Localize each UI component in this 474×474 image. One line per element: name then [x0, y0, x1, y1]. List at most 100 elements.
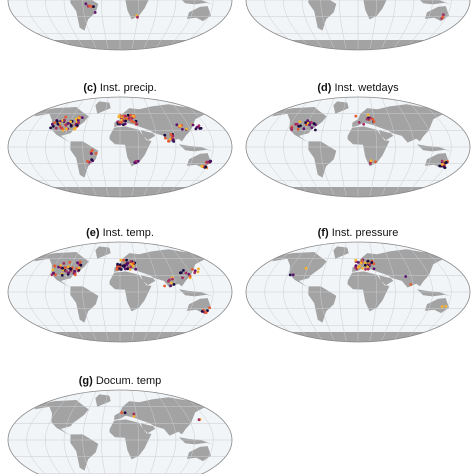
station-dot [93, 11, 97, 14]
station-dot [90, 152, 93, 155]
station-dot [73, 273, 77, 277]
station-dot [130, 119, 134, 123]
land [417, 144, 451, 152]
station-dot [63, 266, 67, 269]
land [186, 153, 211, 169]
station-dot [197, 418, 201, 422]
world-map [7, 241, 233, 343]
land [417, 289, 451, 297]
station-dot [126, 261, 130, 265]
station-dot [442, 13, 445, 16]
station-dot [77, 116, 81, 120]
station-dot [296, 128, 300, 131]
station-dot [75, 267, 78, 270]
station-dot [77, 266, 81, 270]
station-dot [124, 119, 127, 123]
station-dot [134, 267, 138, 271]
station-dot [306, 119, 310, 123]
station-dot [119, 258, 123, 262]
station-dot [119, 268, 123, 271]
station-dot [115, 268, 119, 271]
station-dot [314, 128, 317, 132]
station-dot [372, 262, 376, 266]
station-dot [133, 161, 136, 164]
station-dot [182, 269, 185, 272]
station-dot [81, 116, 84, 119]
land [308, 286, 337, 323]
panel-letter: (g) [79, 375, 93, 387]
station-dot [371, 117, 375, 121]
station-dot [49, 126, 52, 130]
station-dot [64, 115, 68, 119]
panel-letter: (d) [317, 82, 331, 94]
station-dot [53, 121, 56, 124]
land [179, 437, 213, 445]
station-dot [122, 258, 125, 262]
station-dot [197, 267, 200, 271]
station-dot [188, 274, 192, 278]
station-dot [366, 267, 370, 271]
land [272, 107, 327, 143]
station-dot [68, 260, 72, 264]
land [179, 144, 213, 152]
station-dot [440, 162, 444, 166]
station-dot [357, 121, 361, 124]
station-dot [64, 123, 68, 127]
station-dot [128, 268, 132, 271]
station-dot [291, 273, 295, 277]
station-dot [131, 261, 135, 265]
station-dot [123, 411, 127, 415]
station-dot [73, 127, 77, 130]
station-dot [354, 114, 358, 118]
station-dot [117, 114, 121, 117]
map-border [7, 241, 233, 343]
world-map [245, 241, 471, 343]
station-dot [304, 266, 308, 270]
station-dot [178, 124, 182, 128]
land [308, 0, 337, 31]
station-dot [356, 266, 360, 269]
station-dot [61, 266, 64, 270]
land [378, 130, 394, 141]
station-dot [306, 121, 310, 125]
station-dot [200, 310, 204, 313]
station-dot [169, 284, 173, 288]
station-dot [54, 126, 58, 130]
panel-letter: (c) [83, 82, 97, 94]
station-dot [294, 122, 298, 126]
station-dot [67, 271, 70, 275]
station-dot [440, 305, 444, 308]
panel-title: (f) Inst. pressure [318, 227, 399, 239]
panel-title: (g) Docum. temp [79, 375, 162, 387]
station-dot [64, 269, 68, 273]
station-dot [61, 127, 64, 131]
land [70, 0, 99, 31]
land [378, 275, 394, 286]
station-dot [445, 161, 448, 164]
station-dot [204, 165, 208, 169]
station-dot [126, 267, 129, 271]
station-dot [78, 260, 82, 264]
station-dot [359, 261, 363, 265]
station-dot [77, 121, 81, 125]
station-dot [62, 262, 66, 265]
station-dot [366, 265, 370, 269]
land [272, 252, 327, 288]
station-dot [88, 4, 91, 8]
land [308, 141, 337, 178]
station-dot [135, 122, 139, 126]
land [109, 0, 152, 20]
station-dot [90, 158, 94, 162]
station-dot [374, 160, 377, 164]
land [140, 130, 156, 141]
station-dot [125, 258, 128, 262]
panel-text: Docum. temp [96, 375, 161, 387]
station-dot [354, 258, 358, 262]
station-dot [132, 114, 135, 118]
station-dot [55, 119, 59, 123]
map-content [8, 390, 232, 474]
station-dot [73, 269, 76, 273]
station-dot [354, 264, 358, 267]
station-dot [191, 123, 195, 127]
